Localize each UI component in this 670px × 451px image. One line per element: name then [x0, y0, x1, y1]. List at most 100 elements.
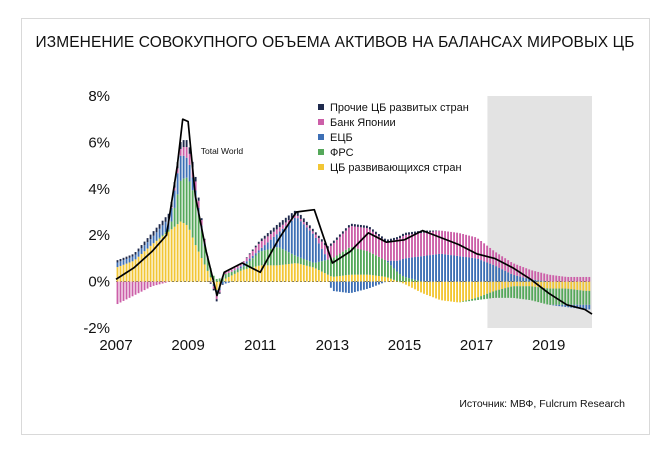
bar-segment-fed	[474, 298, 477, 301]
bar-segment-dm_other	[405, 232, 407, 236]
bar-segment-em	[393, 279, 395, 282]
bar-segment-dm_other	[365, 225, 368, 229]
bar-segment-boj	[254, 247, 257, 254]
bar-segment-fed	[173, 207, 176, 227]
bar-segment-em	[564, 281, 567, 289]
bar-segment-ecb	[161, 225, 164, 236]
bar-segment-ecb	[435, 254, 437, 282]
bar-segment-em	[510, 281, 513, 287]
bar-segment-boj	[233, 267, 236, 271]
bar-segment-boj	[390, 241, 392, 261]
bar-segment-em	[519, 281, 522, 287]
bar-segment-ecb	[182, 155, 185, 179]
bar-segment-em	[480, 281, 483, 297]
bar-segment-em	[152, 243, 155, 282]
bar-segment-ecb	[396, 260, 398, 272]
bar-segment-fed	[326, 259, 329, 275]
bar-segment-fed	[588, 290, 591, 305]
bar-segment-boj	[555, 275, 558, 282]
bar-segment-dm_other	[158, 224, 161, 229]
bar-segment-boj	[122, 281, 125, 301]
bar-segment-em	[495, 281, 498, 291]
bar-segment-boj	[161, 281, 164, 284]
bar-segment-ecb	[555, 304, 558, 306]
bar-segment-em	[423, 281, 425, 294]
bar-segment-em	[230, 275, 233, 282]
bar-segment-dm_other	[305, 221, 308, 226]
bar-segment-dm_other	[248, 253, 251, 255]
bar-segment-boj	[543, 273, 546, 282]
bar-segment-ecb	[459, 256, 462, 282]
bar-segment-ecb	[486, 262, 489, 282]
bar-segment-dm_other	[314, 232, 317, 235]
bar-segment-ecb	[365, 281, 368, 289]
bar-segment-em	[513, 281, 516, 287]
bar-segment-ecb	[480, 260, 483, 282]
bar-segment-em	[293, 263, 296, 282]
bar-segment-boj	[384, 241, 386, 260]
bar-segment-dm_other	[341, 231, 344, 234]
bar-segment-ecb	[456, 255, 459, 282]
bar-segment-dm_other	[368, 227, 371, 230]
bar-segment-em	[450, 281, 452, 302]
bar-segment-dm_other	[194, 176, 197, 182]
bar-segment-fed	[561, 288, 564, 305]
bar-segment-boj	[588, 276, 591, 282]
bar-segment-boj	[320, 241, 323, 249]
bar-segment-em	[411, 281, 413, 288]
bar-segment-boj	[224, 271, 227, 275]
bar-segment-fed	[179, 180, 182, 222]
bar-segment-dm_other	[384, 238, 386, 241]
bar-segment-dm_other	[429, 230, 431, 232]
bar-segment-ecb	[519, 276, 522, 282]
bar-segment-em	[149, 245, 152, 282]
bar-segment-dm_other	[396, 237, 398, 240]
y-tick-label: 6%	[88, 134, 110, 151]
bar-segment-dm_other	[269, 230, 272, 235]
bar-segment-em	[543, 281, 546, 288]
bar-segment-fed	[332, 257, 335, 277]
bar-segment-boj	[284, 222, 287, 227]
bar-segment-em	[257, 265, 260, 282]
bar-segment-ecb	[341, 281, 344, 293]
bar-segment-dm_other	[387, 239, 389, 242]
bar-segment-boj	[486, 245, 489, 263]
total-world-annotation: Total World	[201, 146, 244, 156]
bar-segment-boj	[257, 243, 260, 251]
bar-segment-fed	[579, 290, 582, 305]
bar-segment-boj	[474, 237, 477, 259]
bar-segment-boj	[477, 238, 480, 259]
bar-segment-em	[522, 281, 525, 287]
bar-segment-fed	[278, 247, 281, 266]
bar-segment-boj	[522, 267, 525, 278]
bar-segment-boj	[558, 275, 561, 282]
bar-segment-boj	[381, 238, 383, 259]
bar-segment-ecb	[423, 255, 425, 282]
y-tick-label: 4%	[88, 181, 110, 198]
bar-segment-boj	[341, 233, 344, 252]
bar-segment-boj	[435, 231, 437, 255]
bar-segment-em	[405, 281, 407, 285]
bar-segment-ecb	[263, 245, 266, 251]
bar-segment-em	[335, 276, 338, 282]
bar-segment-fed	[486, 293, 489, 299]
bar-segment-ecb	[465, 257, 468, 282]
bar-segment-boj	[188, 153, 191, 165]
bar-segment-fed	[411, 278, 413, 282]
bar-segment-fed	[230, 271, 233, 276]
bar-segment-fed	[182, 178, 185, 224]
bar-segment-fed	[161, 235, 164, 237]
bar-segment-boj	[567, 276, 570, 282]
bar-segment-boj	[242, 261, 245, 265]
bar-segment-fed	[239, 268, 242, 271]
bar-segment-ecb	[191, 177, 194, 191]
bar-segment-ecb	[137, 251, 140, 257]
bar-segment-boj	[375, 234, 377, 256]
bar-segment-fed	[353, 247, 356, 275]
bar-segment-em	[438, 281, 440, 300]
bar-segment-fed	[260, 251, 263, 266]
bar-segment-boj	[411, 234, 413, 258]
x-tick-label: 2011	[244, 337, 276, 354]
bar-segment-em	[399, 281, 401, 283]
x-tick-label: 2015	[388, 337, 421, 354]
